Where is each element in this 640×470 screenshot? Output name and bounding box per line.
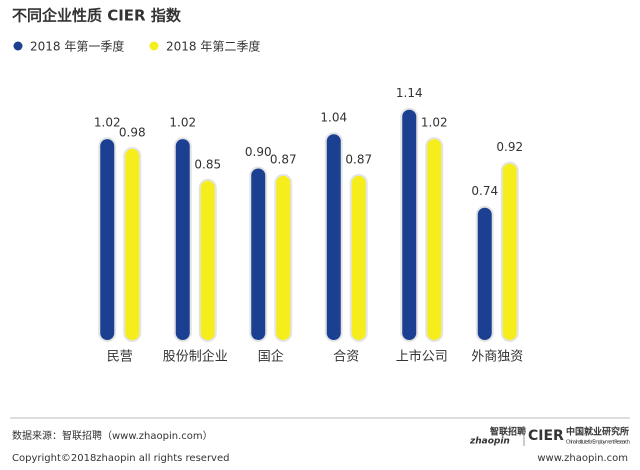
value-label: 0.92 — [496, 140, 523, 154]
logo-zhaopin: 智联招聘 — [490, 426, 526, 438]
legend-label: 2018 年第二季度 — [166, 39, 260, 54]
logo-cier-cn: 中国就业研究所 — [566, 426, 629, 438]
logo-cier: CIER — [528, 428, 564, 444]
bar — [402, 109, 417, 340]
bar — [125, 148, 140, 340]
value-label: 1.02 — [94, 116, 121, 130]
value-label: 0.74 — [471, 184, 498, 198]
x-tick-label: 外商独资 — [471, 350, 523, 365]
bar — [326, 134, 341, 340]
url: www.zhaopin.com — [537, 453, 628, 464]
x-tick-label: 民营 — [107, 350, 133, 365]
legend-swatch — [13, 41, 23, 51]
bar — [502, 163, 517, 340]
bar — [351, 175, 366, 340]
bar — [477, 207, 492, 340]
bar — [276, 175, 291, 340]
x-tick-label: 股份制企业 — [163, 349, 228, 365]
logo-cier-en: China Institute for Employment Research — [566, 440, 630, 446]
legend-swatch — [149, 41, 159, 51]
bar — [251, 168, 266, 340]
value-label: 1.02 — [169, 116, 196, 130]
value-label: 1.14 — [396, 86, 423, 100]
value-label: 0.87 — [345, 152, 372, 166]
value-label: 1.04 — [320, 111, 347, 125]
value-label: 0.98 — [119, 125, 146, 139]
bar — [200, 180, 215, 340]
chart-title: 不同企业性质 CIER 指数 — [12, 7, 182, 25]
x-tick-label: 国企 — [258, 349, 284, 365]
logo-zhaopin-en: zhaopin — [469, 437, 510, 447]
bar — [100, 139, 115, 340]
copyright: Copyright©2018zhaopin all rights reserve… — [12, 453, 229, 464]
bar — [175, 139, 190, 340]
value-label: 0.90 — [245, 145, 272, 159]
value-label: 0.85 — [194, 157, 221, 171]
value-label: 0.87 — [270, 152, 297, 166]
x-tick-label: 上市公司 — [396, 349, 448, 365]
legend-label: 2018 年第一季度 — [30, 39, 124, 54]
source: 数据来源：智联招聘（www.zhaopin.com） — [12, 429, 213, 442]
bar — [427, 139, 442, 340]
x-tick-label: 合资 — [333, 350, 359, 365]
value-label: 1.02 — [421, 116, 448, 130]
